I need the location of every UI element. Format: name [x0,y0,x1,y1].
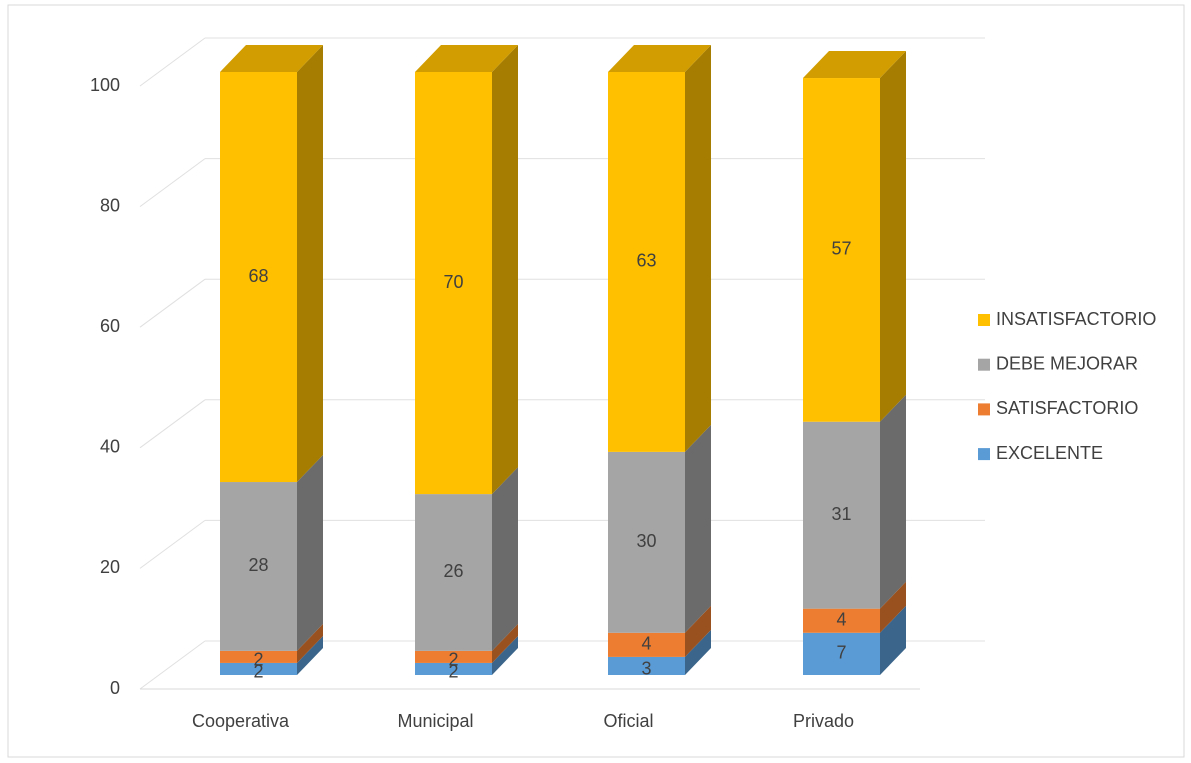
legend-label: INSATISFACTORIO [996,309,1156,329]
bar [608,656,685,675]
bar-side [492,45,518,495]
data-label: 3 [641,659,651,679]
data-label: 2 [253,650,263,670]
bar-top [803,51,906,79]
legend-label: SATISFACTORIO [996,398,1138,418]
data-label: 2 [253,662,263,682]
bar-side [492,635,518,675]
legend-swatch [978,358,990,371]
grid-line [139,519,206,569]
bar-side [492,623,518,663]
bar-top [415,45,518,72]
data-label: 2 [448,650,458,670]
bar-side [685,45,711,452]
bar-side [685,424,711,633]
y-tick-label: 40 [100,437,120,457]
y-tick-label: 60 [100,316,120,336]
bar-top [220,45,323,72]
bar [608,72,685,452]
legend-swatch [978,403,990,416]
legend-label: EXCELENTE [996,443,1103,463]
bar-top [608,45,711,72]
legend-swatch [978,314,990,326]
bar-side [492,467,518,651]
bar [608,451,685,633]
legend-swatch [978,448,990,461]
y-tick-label: 100 [90,75,120,95]
data-label: 30 [636,531,656,551]
grid-line [139,278,206,328]
data-label: 70 [443,272,463,292]
data-label: 2 [448,662,458,682]
bar-side [297,635,323,675]
bar [415,72,492,495]
x-tick-label: Cooperativa [192,711,290,731]
bar [220,662,297,675]
data-label: 4 [836,609,846,629]
bar-side [297,455,323,651]
bar-side [880,581,906,633]
data-label: 31 [831,504,851,524]
bar [220,72,297,483]
y-tick-label: 20 [100,557,120,577]
x-tick-label: Oficial [603,711,653,731]
bar-side [880,51,906,422]
data-label: 28 [248,555,268,575]
bar [220,482,297,651]
bar [415,650,492,663]
grid-line [139,158,206,208]
bar [415,494,492,651]
x-tick-label: Municipal [397,711,473,731]
bar [803,78,880,422]
bar-side [297,45,323,483]
bar-side [880,605,906,675]
data-label: 4 [641,634,651,654]
data-label: 57 [831,239,851,259]
grid-line [139,37,206,87]
bar-side [685,629,711,675]
grid-line [139,399,206,449]
bar [803,421,880,609]
bar-side [880,394,906,609]
bar [220,650,297,663]
chart-frame [7,4,1185,758]
bar [803,608,880,633]
bar [415,662,492,675]
data-label: 63 [636,251,656,271]
y-tick-label: 80 [100,195,120,215]
data-label: 7 [836,643,846,663]
legend-label: DEBE MEJORAR [996,353,1138,373]
bar [608,632,685,657]
grid-line [139,640,206,690]
data-label: 26 [443,561,463,581]
data-label: 68 [248,266,268,286]
bar-side [685,605,711,657]
x-tick-label: Privado [793,711,854,731]
bar-side [297,623,323,663]
y-tick-label: 0 [110,678,120,698]
bar [803,632,880,675]
